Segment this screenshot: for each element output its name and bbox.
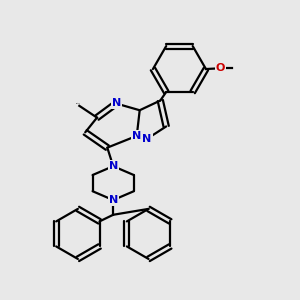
Text: N: N xyxy=(142,134,152,144)
Text: N: N xyxy=(109,195,118,205)
Text: N: N xyxy=(109,161,118,171)
Text: methyl: methyl xyxy=(75,103,80,104)
Text: O: O xyxy=(215,63,225,74)
Text: N: N xyxy=(112,98,121,109)
Text: N: N xyxy=(132,131,141,141)
